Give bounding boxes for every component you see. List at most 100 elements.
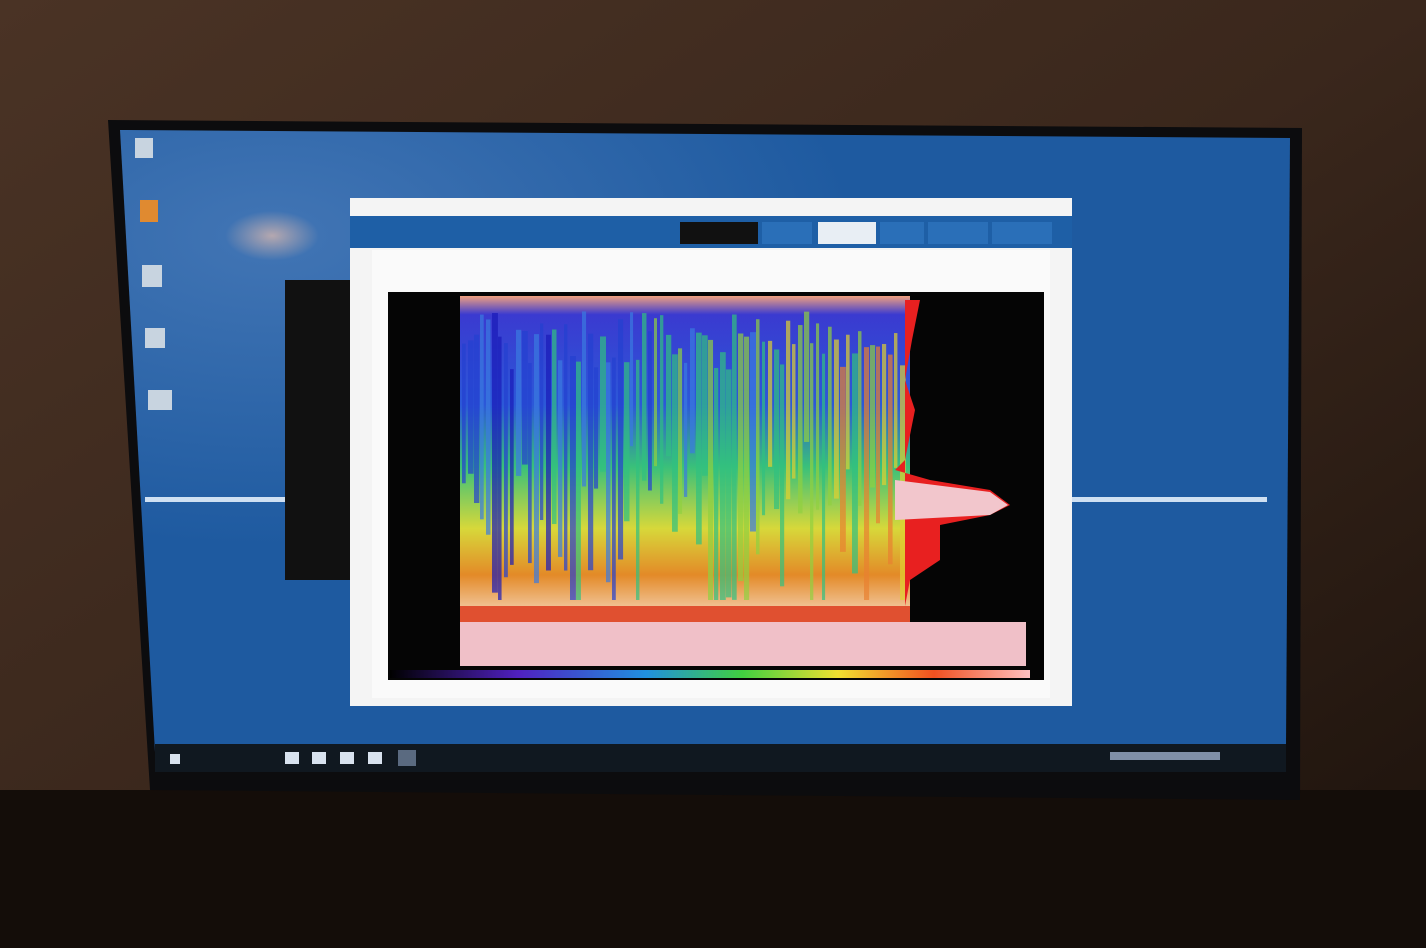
- stripe: [522, 331, 528, 465]
- stripe: [672, 354, 678, 532]
- stripe: [684, 362, 688, 497]
- stripe: [774, 349, 780, 510]
- stripe: [678, 348, 683, 514]
- stripe: [870, 345, 876, 488]
- stripe: [810, 343, 814, 600]
- icon: [142, 265, 162, 287]
- icon: [145, 328, 165, 348]
- stripe: [864, 347, 870, 600]
- stripe: [690, 328, 695, 454]
- stripe: [588, 333, 594, 571]
- icon: [140, 200, 158, 222]
- spectrogram-band: [460, 606, 910, 622]
- stripe: [642, 313, 647, 481]
- stripe: [720, 352, 726, 600]
- stripe: [660, 315, 664, 504]
- stripe: [570, 355, 576, 600]
- stripe: [552, 329, 557, 525]
- icon: [340, 752, 354, 764]
- stripe: [612, 357, 616, 600]
- stripe: [474, 334, 480, 504]
- stripe: [618, 319, 624, 560]
- stripe: [726, 369, 732, 598]
- stripe: [600, 336, 606, 472]
- toolbar-button[interactable]: [680, 222, 758, 244]
- toolbar-button[interactable]: [928, 222, 988, 244]
- stripe: [648, 331, 652, 491]
- stripe: [822, 353, 826, 600]
- stripe: [816, 323, 820, 510]
- stripe: [510, 369, 514, 565]
- stripe: [828, 326, 832, 506]
- stripe: [852, 353, 858, 574]
- icon: [148, 390, 172, 410]
- stripe: [792, 344, 796, 479]
- spectrogram-stripes: [462, 311, 906, 600]
- toolbar-button[interactable]: [880, 222, 924, 244]
- stripe: [516, 329, 522, 476]
- spectrogram-blob: [895, 480, 1008, 520]
- stripe: [702, 335, 708, 476]
- stripe: [732, 314, 737, 600]
- stripe: [762, 341, 766, 516]
- icon: [285, 752, 299, 764]
- stripe: [468, 340, 474, 474]
- stripe: [768, 340, 773, 467]
- stripe: [696, 332, 702, 545]
- stripe: [756, 319, 760, 555]
- stripe: [486, 319, 491, 535]
- icon: [398, 750, 416, 766]
- icon: [312, 752, 326, 764]
- icon: [170, 754, 180, 764]
- stripe: [606, 362, 611, 583]
- stripe: [480, 314, 484, 520]
- stripe: [492, 313, 498, 593]
- stripe: [534, 334, 539, 584]
- icon: [368, 752, 382, 764]
- stripe: [528, 363, 532, 564]
- stripe: [654, 318, 658, 467]
- stripe: [582, 311, 587, 487]
- stripe: [546, 334, 551, 571]
- stripe: [708, 339, 714, 600]
- desk: [0, 790, 1426, 948]
- stripe: [858, 331, 862, 506]
- stripe: [846, 334, 850, 470]
- stripe: [744, 336, 750, 600]
- stripe: [630, 312, 634, 447]
- stripe: [498, 336, 502, 600]
- spectrogram-blob: [895, 300, 1010, 606]
- taskbar-icons: [170, 750, 1220, 766]
- stripe: [540, 323, 544, 520]
- stripe: [636, 359, 640, 600]
- stripe: [840, 366, 846, 552]
- stripe: [564, 324, 568, 571]
- toolbar-button[interactable]: [762, 222, 812, 244]
- toolbar-button[interactable]: [992, 222, 1052, 244]
- colorbar: [390, 670, 1030, 678]
- toolbar-button[interactable]: [818, 222, 876, 244]
- stripe: [738, 333, 744, 582]
- spectrogram-band: [460, 622, 1026, 666]
- tray: [1110, 752, 1220, 760]
- stripe: [888, 354, 893, 565]
- stripe: [666, 334, 672, 457]
- stripe: [462, 343, 466, 484]
- stripe: [894, 333, 898, 468]
- icon: [135, 138, 153, 158]
- stripe: [714, 368, 719, 600]
- stripe: [750, 332, 756, 532]
- stripe: [624, 362, 630, 522]
- stripe: [876, 346, 881, 524]
- stripe: [576, 361, 581, 600]
- stripe: [558, 360, 563, 557]
- stripe: [594, 367, 599, 489]
- desktop-icons: [135, 138, 172, 410]
- stripe: [798, 325, 803, 514]
- stripe: [786, 320, 791, 500]
- stripe: [780, 364, 785, 587]
- stripe: [504, 343, 508, 578]
- stripe: [804, 311, 810, 442]
